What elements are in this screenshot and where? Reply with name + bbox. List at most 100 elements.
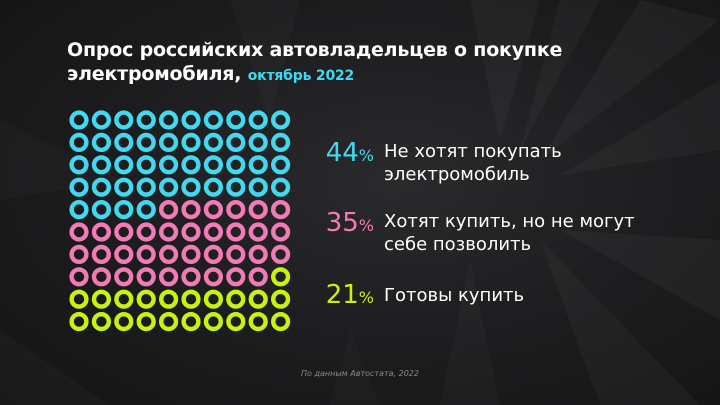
waffle-dot-series-1 [114, 132, 134, 153]
waffle-dot-series-3 [248, 289, 268, 309]
waffle-dot-series-2 [203, 267, 224, 287]
waffle-dot-series-1 [69, 110, 89, 130]
waffle-dot-series-3 [91, 289, 112, 309]
waffle-dot-series-1 [271, 177, 291, 197]
waffle-dot-series-1 [203, 155, 224, 175]
waffle-dot-series-3 [271, 312, 291, 332]
waffle-dot-series-2 [226, 244, 246, 265]
waffle-dot-series-2 [69, 267, 89, 287]
waffle-dot-series-2 [248, 267, 268, 287]
waffle-dot-series-1 [248, 110, 268, 130]
waffle-dot-series-3 [114, 312, 134, 332]
stat-label-line: Готовы купить [384, 285, 525, 306]
waffle-dot-series-2 [159, 222, 179, 242]
waffle-dot-series-3 [271, 267, 291, 287]
waffle-dot-series-1 [181, 177, 201, 197]
waffle-dot-series-1 [159, 155, 179, 175]
waffle-dot-series-3 [181, 289, 201, 309]
waffle-dot-series-2 [271, 244, 291, 265]
waffle-dot-series-2 [69, 244, 89, 265]
waffle-dot-series-2 [248, 222, 268, 242]
waffle-dot-series-2 [136, 267, 156, 287]
waffle-dot-series-1 [226, 110, 246, 130]
waffle-dot-series-1 [91, 177, 112, 197]
waffle-dot-series-2 [181, 200, 201, 220]
stat-number: 44 [325, 138, 359, 168]
waffle-dot-series-2 [203, 244, 224, 265]
waffle-dot-series-3 [271, 289, 291, 309]
stat-label: Не хотят покупать электромобиль [384, 140, 562, 186]
waffle-dot-series-2 [226, 222, 246, 242]
waffle-dot-series-1 [91, 132, 112, 153]
waffle-dot-series-3 [69, 289, 89, 309]
waffle-dot-series-1 [159, 110, 179, 130]
waffle-dot-series-1 [181, 110, 201, 130]
waffle-dot-series-1 [271, 132, 291, 153]
waffle-dot-series-1 [114, 177, 134, 197]
waffle-dot-series-2 [203, 200, 224, 220]
waffle-dot-series-3 [181, 312, 201, 332]
waffle-dot-series-2 [159, 244, 179, 265]
waffle-dot-series-2 [271, 200, 291, 220]
waffle-dot-series-1 [181, 132, 201, 153]
stat-label-line: Не хотят покупать [384, 141, 562, 162]
stat-label-line: Хотят купить, но не могут [384, 211, 635, 232]
stat-value: 21% [312, 280, 374, 313]
waffle-dot-series-2 [136, 244, 156, 265]
waffle-dot-series-2 [181, 267, 201, 287]
waffle-dot-series-3 [203, 289, 224, 309]
waffle-dot-series-1 [203, 110, 224, 130]
waffle-dot-series-1 [69, 132, 89, 153]
waffle-dot-series-1 [136, 110, 156, 130]
waffle-dot-series-2 [136, 222, 156, 242]
waffle-dot-series-1 [271, 155, 291, 175]
title-line-2: электромобиля, октябрь 2022 [67, 62, 562, 88]
percent-sign: % [358, 146, 374, 165]
waffle-dot-series-1 [248, 177, 268, 197]
waffle-dot-series-1 [203, 132, 224, 153]
waffle-dot-series-2 [271, 222, 291, 242]
waffle-dot-series-2 [91, 267, 112, 287]
stat-number: 21 [325, 280, 359, 310]
waffle-dot-series-2 [248, 244, 268, 265]
waffle-dot-series-3 [136, 312, 156, 332]
chart-subtitle: октябрь 2022 [247, 68, 355, 84]
waffle-dot-series-1 [203, 177, 224, 197]
waffle-dot-series-1 [248, 132, 268, 153]
waffle-dot-series-1 [69, 200, 89, 220]
waffle-dot-series-2 [248, 200, 268, 220]
waffle-dot-series-2 [159, 200, 179, 220]
waffle-dot-series-1 [114, 110, 134, 130]
waffle-dot-series-1 [248, 155, 268, 175]
waffle-dot-series-2 [91, 244, 112, 265]
waffle-dot-series-1 [91, 200, 112, 220]
stat-label-line: себе позволить [384, 234, 532, 255]
waffle-dot-series-1 [136, 200, 156, 220]
waffle-dot-series-2 [226, 267, 246, 287]
waffle-dot-series-2 [181, 244, 201, 265]
stat-label: Готовы купить [384, 284, 524, 307]
stat-value: 35% [312, 208, 374, 241]
title-line-1: Опрос российских автовладельцев о покупк… [67, 39, 563, 61]
waffle-dot-series-3 [203, 312, 224, 332]
waffle-dot-series-3 [248, 312, 268, 332]
waffle-dot-series-2 [114, 267, 134, 287]
waffle-dot-series-1 [226, 155, 246, 175]
waffle-dot-series-2 [226, 200, 246, 220]
stat-label: Хотят купить, но не могут себе позволить [384, 210, 635, 256]
stat-label-line: электромобиль [384, 164, 530, 185]
chart-title: Опрос российских автовладельцев о покупк… [67, 38, 562, 88]
waffle-dot-series-3 [114, 289, 134, 309]
waffle-dot-series-3 [159, 289, 179, 309]
waffle-dot-series-1 [271, 110, 291, 130]
waffle-dot-series-1 [136, 177, 156, 197]
waffle-dot-series-3 [136, 289, 156, 309]
stat-value: 44% [312, 138, 374, 171]
waffle-dot-series-2 [114, 244, 134, 265]
waffle-dot-series-3 [91, 312, 112, 332]
stat-number: 35 [325, 208, 359, 238]
waffle-dot-series-1 [114, 155, 134, 175]
waffle-dot-series-1 [226, 177, 246, 197]
